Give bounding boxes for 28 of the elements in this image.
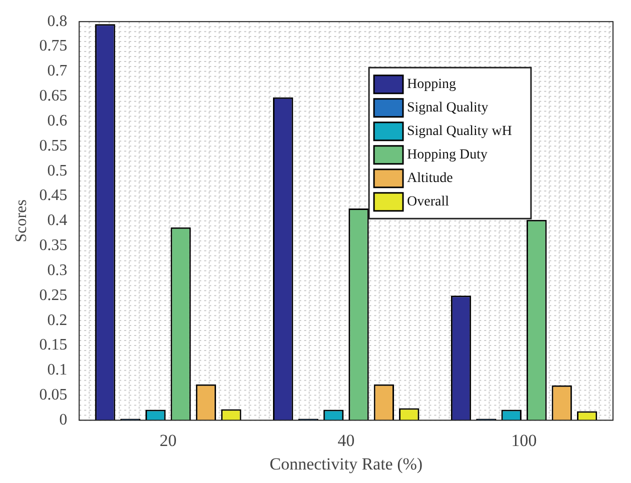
y-tick-label: 0.15 — [39, 336, 68, 354]
x-tick-label: 100 — [511, 430, 537, 450]
legend-label: Signal Quality wH — [407, 124, 512, 140]
x-tick-label: 20 — [160, 430, 177, 450]
y-tick-label: 0.75 — [39, 38, 68, 55]
legend-label: Hopping Duty — [407, 148, 488, 163]
y-tick-label: 0.35 — [39, 237, 68, 254]
y-tick-label: 0.1 — [47, 362, 68, 379]
y-tick-label: 0.3 — [47, 262, 68, 279]
y-tick-label: 0.7 — [47, 62, 68, 80]
y-axis-title: Scores — [12, 200, 30, 242]
y-tick-label: 0.6 — [47, 112, 68, 130]
y-tick-label: 0.05 — [39, 386, 68, 404]
y-tick-label: 0.45 — [39, 187, 68, 204]
y-tick-label: 0.2 — [47, 312, 68, 329]
legend-label: Overall — [407, 194, 450, 210]
x-axis-title: Connectivity Rate (%) — [270, 454, 423, 474]
y-tick-label: 0.8 — [47, 12, 68, 30]
y-tick-label: 0.4 — [47, 212, 68, 230]
y-tick-label: 0 — [59, 411, 68, 428]
legend-label: Signal Quality — [407, 100, 488, 116]
legend-label: Hopping — [407, 77, 456, 92]
y-tick-label: 0.55 — [39, 137, 68, 154]
y-tick-label: 0.25 — [39, 286, 68, 304]
y-tick-label: 0.5 — [47, 162, 68, 180]
legend-label: Altitude — [407, 171, 453, 186]
x-tick-label: 40 — [338, 430, 355, 450]
y-tick-label: 0.65 — [39, 88, 68, 105]
